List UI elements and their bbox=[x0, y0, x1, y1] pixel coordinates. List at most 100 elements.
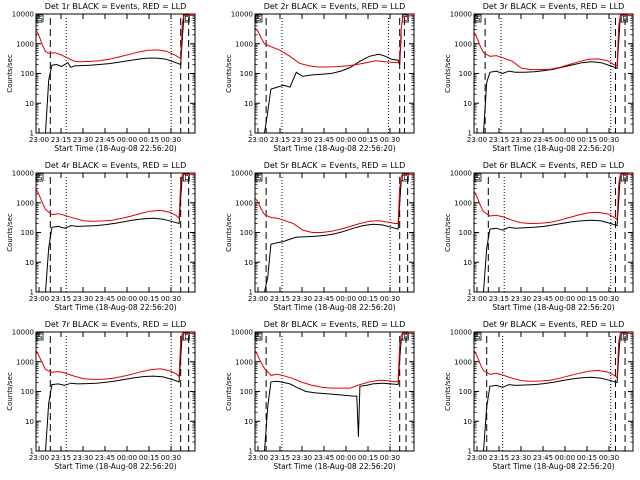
y-tick-label: 10000 bbox=[450, 11, 472, 19]
x-tick-label: 23:00 bbox=[29, 136, 49, 144]
x-axis-label: Start Time (18-Aug-08 22:56:20) bbox=[492, 303, 614, 312]
chart-panel: Det 1r BLACK = Events, RED = LLD 1 10 100 10… bbox=[6, 2, 196, 153]
marker-label: D bbox=[184, 174, 189, 182]
marker-label: D bbox=[622, 333, 627, 341]
x-tick-label: 00:30 bbox=[599, 136, 619, 144]
x-tick-label: 00:00 bbox=[555, 136, 575, 144]
plot-frame bbox=[35, 331, 196, 452]
x-tick-label: 23:15 bbox=[270, 454, 290, 462]
y-axis-label: Counts/sec bbox=[444, 372, 452, 411]
lld-series-line bbox=[254, 14, 415, 68]
x-tick-label: 00:00 bbox=[336, 295, 356, 303]
x-axis-label: Start Time (18-Aug-08 22:56:20) bbox=[273, 462, 395, 471]
y-tick-label: 10 bbox=[25, 418, 34, 426]
x-tick-label: 23:30 bbox=[292, 136, 312, 144]
x-axis-label: Start Time (18-Aug-08 22:56:20) bbox=[273, 303, 395, 312]
marker-label: D bbox=[622, 15, 627, 23]
chart-panel: Det 3r BLACK = Events, RED = LLD 1 10 100 10… bbox=[444, 2, 634, 153]
plot-frame bbox=[254, 331, 415, 452]
y-tick-label: 10 bbox=[463, 418, 472, 426]
x-tick-label: 23:45 bbox=[314, 295, 334, 303]
x-tick-label: 00:15 bbox=[358, 454, 378, 462]
y-tick-label: 1 bbox=[249, 448, 253, 456]
x-tick-label: 00:00 bbox=[555, 295, 575, 303]
y-tick-label: 1000 bbox=[454, 40, 472, 48]
x-axis-label: Start Time (18-Aug-08 22:56:20) bbox=[492, 144, 614, 153]
y-tick-label: 10 bbox=[463, 100, 472, 108]
x-tick-label: 23:30 bbox=[511, 136, 531, 144]
x-tick-label: 00:30 bbox=[380, 454, 400, 462]
y-tick-label: 10 bbox=[25, 100, 34, 108]
y-tick-label: 10000 bbox=[231, 329, 253, 337]
events-series-line bbox=[474, 16, 621, 134]
plot-frame bbox=[35, 13, 196, 134]
x-tick-label: 23:45 bbox=[533, 454, 553, 462]
x-tick-label: 00:30 bbox=[161, 136, 181, 144]
marker-label: S bbox=[38, 174, 43, 182]
x-tick-label: 23:15 bbox=[489, 295, 509, 303]
marker-bracket bbox=[255, 173, 263, 182]
y-axis-label: Counts/sec bbox=[225, 54, 233, 93]
chart-title: Det 6r BLACK = Events, RED = LLD bbox=[483, 161, 625, 170]
y-axis-label: Counts/sec bbox=[6, 372, 14, 411]
events-series-line bbox=[474, 175, 621, 293]
x-tick-label: 23:00 bbox=[467, 454, 487, 462]
y-tick-label: 1000 bbox=[16, 40, 34, 48]
marker-label: S bbox=[38, 15, 43, 23]
marker-bracket bbox=[401, 332, 409, 341]
chart-panel: Det 8r BLACK = Events, RED = LLD 1 10 100 10… bbox=[225, 320, 415, 471]
y-tick-label: 10000 bbox=[12, 170, 34, 178]
x-tick-label: 00:00 bbox=[117, 295, 137, 303]
marker-label: S bbox=[476, 174, 481, 182]
x-tick-label: 23:45 bbox=[314, 136, 334, 144]
x-tick-label: 23:00 bbox=[467, 136, 487, 144]
marker-bracket bbox=[36, 14, 44, 23]
x-tick-label: 00:00 bbox=[336, 136, 356, 144]
y-tick-label: 100 bbox=[240, 388, 253, 396]
y-tick-label: 100 bbox=[240, 229, 253, 237]
y-tick-label: 1 bbox=[249, 130, 253, 138]
marker-bracket bbox=[474, 173, 482, 182]
x-tick-label: 23:30 bbox=[73, 136, 93, 144]
x-tick-label: 00:30 bbox=[161, 295, 181, 303]
marker-bracket bbox=[474, 332, 482, 341]
x-tick-label: 00:15 bbox=[358, 136, 378, 144]
x-axis-label: Start Time (18-Aug-08 22:56:20) bbox=[54, 303, 176, 312]
x-tick-label: 23:45 bbox=[95, 136, 115, 144]
x-tick-label: 23:45 bbox=[95, 454, 115, 462]
chart-panel: Det 9r BLACK = Events, RED = LLD 1 10 100 10… bbox=[444, 320, 634, 471]
marker-bracket bbox=[36, 332, 44, 341]
marker-label: S bbox=[38, 333, 43, 341]
chart-panel: Det 7r BLACK = Events, RED = LLD 1 10 100 10… bbox=[6, 320, 196, 471]
x-axis-label: Start Time (18-Aug-08 22:56:20) bbox=[273, 144, 395, 153]
chart-title: Det 8r BLACK = Events, RED = LLD bbox=[264, 320, 406, 329]
x-axis-label: Start Time (18-Aug-08 22:56:20) bbox=[492, 462, 614, 471]
marker-label: S bbox=[476, 333, 481, 341]
y-tick-label: 10 bbox=[244, 418, 253, 426]
lld-series-line bbox=[254, 332, 414, 389]
marker-label: S bbox=[257, 15, 262, 23]
y-tick-label: 1000 bbox=[454, 358, 472, 366]
y-tick-label: 1 bbox=[30, 130, 34, 138]
x-tick-label: 00:30 bbox=[599, 454, 619, 462]
marker-label: D bbox=[403, 174, 408, 182]
plot-frame bbox=[254, 13, 415, 134]
y-tick-label: 1 bbox=[468, 130, 472, 138]
lld-series-line bbox=[473, 14, 633, 71]
y-tick-label: 10 bbox=[244, 100, 253, 108]
y-tick-label: 1 bbox=[30, 448, 34, 456]
x-tick-label: 23:45 bbox=[533, 136, 553, 144]
y-tick-label: 1000 bbox=[16, 358, 34, 366]
x-tick-label: 23:15 bbox=[51, 136, 71, 144]
x-tick-label: 00:00 bbox=[117, 454, 137, 462]
marker-bracket bbox=[255, 332, 263, 341]
y-axis-label: Counts/sec bbox=[6, 213, 14, 252]
lld-series-line bbox=[254, 173, 414, 233]
marker-bracket bbox=[36, 173, 44, 182]
y-axis-label: Counts/sec bbox=[225, 372, 233, 411]
y-tick-label: 10000 bbox=[231, 11, 253, 19]
x-tick-label: 00:30 bbox=[380, 136, 400, 144]
x-tick-label: 23:30 bbox=[511, 295, 531, 303]
y-tick-label: 1000 bbox=[235, 358, 253, 366]
